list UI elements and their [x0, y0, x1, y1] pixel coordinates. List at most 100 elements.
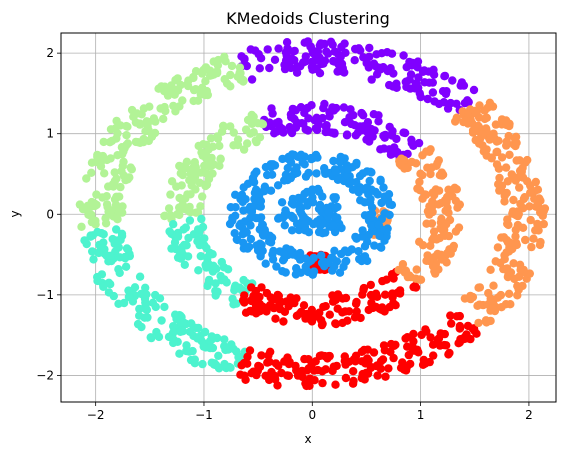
- data-point: [505, 238, 514, 247]
- data-point: [410, 84, 420, 93]
- data-point: [241, 308, 251, 317]
- data-point: [398, 260, 408, 269]
- data-point: [470, 126, 479, 136]
- data-point: [384, 364, 393, 373]
- data-point: [511, 176, 520, 185]
- data-point: [504, 220, 513, 230]
- data-point: [301, 52, 310, 61]
- data-point: [482, 145, 491, 154]
- data-point: [304, 355, 313, 364]
- data-point: [367, 75, 376, 84]
- data-point: [123, 122, 132, 131]
- data-point: [279, 249, 289, 259]
- data-point: [94, 248, 104, 258]
- data-point: [213, 134, 223, 143]
- data-point: [293, 152, 303, 161]
- data-point: [314, 54, 323, 64]
- data-point: [223, 265, 233, 274]
- data-point: [343, 165, 353, 174]
- data-point: [505, 150, 514, 159]
- chart-title: KMedoids Clustering: [226, 9, 390, 28]
- data-point: [114, 203, 123, 212]
- data-point: [448, 76, 457, 85]
- data-point: [247, 75, 257, 84]
- data-point: [358, 169, 368, 178]
- data-point: [295, 248, 305, 258]
- data-point: [349, 355, 359, 364]
- data-point: [261, 259, 270, 268]
- data-point: [285, 122, 294, 132]
- data-point: [199, 342, 208, 351]
- data-point: [253, 366, 262, 376]
- data-point: [352, 234, 361, 243]
- data-point: [486, 316, 495, 326]
- data-point: [268, 255, 278, 264]
- data-point: [328, 297, 338, 306]
- data-point: [220, 335, 229, 344]
- data-point: [122, 131, 131, 140]
- data-point: [512, 156, 521, 165]
- data-point: [133, 319, 143, 329]
- data-point: [318, 378, 327, 388]
- data-point: [316, 39, 325, 48]
- data-point: [220, 342, 229, 351]
- data-point: [239, 183, 248, 192]
- data-point: [240, 226, 249, 236]
- data-point: [300, 160, 309, 169]
- data-point: [329, 193, 338, 202]
- data-point: [283, 44, 292, 53]
- data-point: [366, 194, 375, 204]
- x-tick-label: −2: [87, 408, 105, 422]
- data-point: [164, 204, 174, 213]
- data-point: [385, 122, 394, 132]
- data-point: [487, 154, 496, 163]
- data-point: [329, 156, 338, 166]
- data-point: [295, 205, 304, 215]
- data-point: [176, 254, 186, 263]
- data-point: [357, 108, 366, 118]
- data-point: [117, 229, 127, 238]
- data-point: [460, 332, 470, 342]
- data-point: [363, 128, 373, 138]
- data-point: [507, 170, 516, 179]
- data-point: [342, 131, 352, 140]
- data-point: [351, 131, 360, 140]
- data-point: [286, 245, 295, 254]
- data-point: [185, 327, 195, 336]
- data-point: [387, 339, 396, 349]
- data-point: [512, 240, 521, 250]
- data-point: [193, 334, 202, 343]
- data-point: [521, 235, 530, 245]
- data-point: [341, 373, 351, 383]
- data-point: [243, 352, 252, 361]
- data-point: [190, 355, 199, 364]
- data-point: [319, 302, 328, 312]
- data-point: [181, 164, 191, 173]
- data-point: [299, 301, 309, 310]
- data-point: [320, 166, 329, 175]
- data-point: [482, 113, 491, 123]
- data-point: [497, 153, 507, 162]
- data-point: [343, 171, 352, 180]
- data-point: [243, 139, 252, 148]
- data-point: [199, 140, 208, 149]
- data-point: [247, 110, 256, 120]
- data-point: [135, 304, 144, 314]
- data-point: [328, 221, 338, 230]
- data-point: [197, 214, 206, 224]
- data-point: [216, 154, 225, 163]
- data-point: [511, 225, 520, 235]
- data-point: [373, 292, 382, 301]
- data-point: [184, 76, 193, 85]
- data-point: [418, 194, 427, 203]
- data-point: [331, 380, 340, 389]
- data-point: [446, 311, 455, 320]
- data-point: [301, 379, 310, 388]
- data-point: [349, 111, 358, 120]
- data-point: [349, 367, 358, 376]
- data-point: [247, 283, 256, 292]
- data-point: [250, 169, 259, 179]
- data-point: [235, 68, 244, 78]
- data-point: [388, 289, 397, 298]
